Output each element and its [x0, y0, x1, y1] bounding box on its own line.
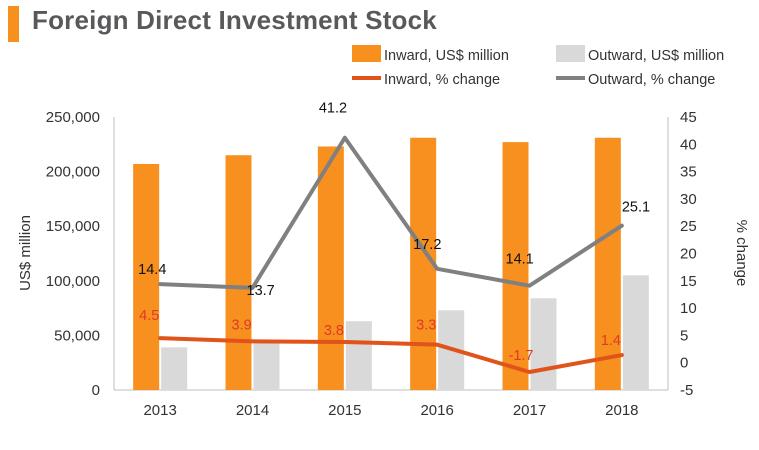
y-tick-label-right: 15 — [680, 273, 697, 290]
y-tick-label-right: 10 — [680, 300, 697, 317]
x-tick-label-2016: 2016 — [420, 402, 453, 419]
data-label-outward-change-2018: 25.1 — [622, 200, 650, 216]
line-outward-change — [158, 135, 624, 290]
y-tick-label-left: 200,000 — [46, 164, 100, 181]
data-label-inward-change-2014: 3.9 — [232, 317, 252, 333]
bar-inward-2013 — [133, 163, 160, 390]
y-tick-label-left: 0 — [92, 382, 100, 399]
data-label-inward-change-2016: 3.3 — [416, 318, 436, 334]
legend-swatch-inward — [352, 45, 381, 62]
y-axis-title-left: US$ million — [17, 215, 34, 291]
y-tick-label-left: 50,000 — [54, 327, 100, 344]
bar-outward-2014 — [253, 341, 280, 390]
title-accent-bar — [8, 6, 19, 42]
bar-outward-2018 — [622, 275, 649, 390]
legend-swatch-outward — [556, 45, 585, 62]
line-inward-change — [158, 336, 624, 374]
legend-label-inward-change: Inward, % change — [384, 72, 500, 88]
y-axis-title-right: % change — [733, 220, 750, 287]
y-tick-label-right: 20 — [680, 246, 697, 263]
y-tick-label-right: 30 — [680, 191, 697, 208]
x-tick-label-2018: 2018 — [605, 402, 638, 419]
y-tick-label-left: 150,000 — [46, 218, 100, 235]
x-tick-label-2014: 2014 — [236, 402, 269, 419]
x-tick-label-2015: 2015 — [328, 402, 361, 419]
legend-label-outward: Outward, US$ million — [588, 48, 724, 64]
x-tick-label-2013: 2013 — [143, 402, 176, 419]
bar-outward-2015 — [345, 321, 372, 390]
legend-label-outward-change: Outward, % change — [588, 72, 715, 88]
legend-label-inward: Inward, US$ million — [384, 48, 509, 64]
bar-inward-2017 — [502, 142, 529, 390]
bar-outward-2013 — [161, 347, 188, 390]
y-tick-label-right: 25 — [680, 218, 697, 235]
data-label-inward-change-2013: 4.5 — [139, 308, 159, 324]
data-label-outward-change-2014: 13.7 — [247, 283, 275, 299]
data-label-inward-change-2017: -1.7 — [509, 348, 534, 364]
bar-outward-2017 — [530, 298, 557, 390]
y-tick-label-right: 35 — [680, 164, 697, 181]
data-label-outward-change-2016: 17.2 — [413, 237, 441, 253]
y-tick-label-left: 250,000 — [46, 109, 100, 126]
y-tick-label-right: 45 — [680, 109, 697, 126]
page-title: Foreign Direct Investment Stock — [32, 5, 437, 35]
y-tick-label-right: 5 — [680, 327, 688, 344]
y-tick-label-right: -5 — [680, 382, 693, 399]
y-tick-label-right: 40 — [680, 136, 697, 153]
data-label-outward-change-2013: 14.4 — [138, 262, 166, 278]
data-label-outward-change-2017: 14.1 — [506, 252, 534, 268]
data-label-outward-change-2015: 41.2 — [319, 101, 347, 117]
legend: Inward, US$ million Outward, US$ million… — [352, 45, 724, 88]
bar-inward-2018 — [594, 137, 621, 390]
data-label-inward-change-2018: 1.4 — [601, 333, 621, 349]
x-tick-label-2017: 2017 — [513, 402, 546, 419]
data-label-inward-change-2015: 3.8 — [324, 323, 344, 339]
bar-inward-2014 — [225, 155, 252, 390]
y-tick-label-right: 0 — [680, 355, 688, 372]
bar-inward-2015 — [317, 146, 344, 390]
y-tick-label-left: 100,000 — [46, 273, 100, 290]
